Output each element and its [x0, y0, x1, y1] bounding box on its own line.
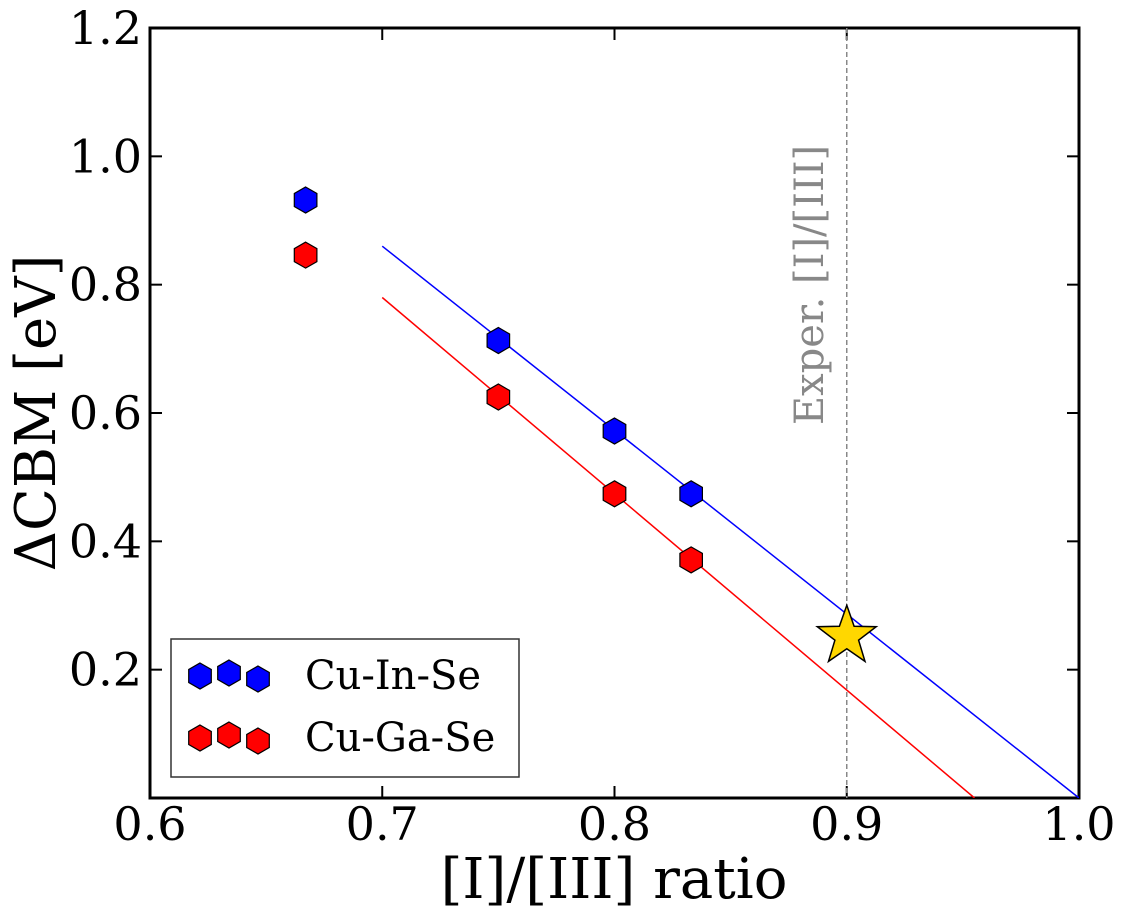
y-tick-label: 0.2	[69, 643, 142, 697]
x-tick-label: 0.8	[578, 797, 651, 851]
legend-marker	[188, 662, 212, 690]
x-tick-label: 0.7	[346, 797, 419, 851]
data-points	[293, 186, 704, 574]
x-tick-label: 0.9	[810, 797, 883, 851]
y-tick-label: 0.8	[69, 258, 142, 312]
legend-marker	[246, 665, 270, 693]
legend-marker	[188, 724, 212, 752]
y-tick-label: 1.0	[69, 129, 142, 183]
fit-line-cu-ga-se	[381, 296, 975, 798]
data-point-cu-ga-se	[486, 383, 511, 411]
legend-label-cu-in-se: Cu-In-Se	[305, 653, 481, 699]
data-point-cu-in-se	[293, 186, 318, 214]
legend-marker	[246, 727, 270, 755]
y-axis: 0.2 0.4 0.6 0.8 1.0 1.2	[69, 1, 1079, 697]
y-axis-title: ΔCBM [eV]	[4, 255, 69, 572]
experimental-star-marker	[815, 603, 879, 664]
legend-markers-cu-ga-se	[188, 721, 270, 755]
data-point-cu-in-se	[602, 417, 627, 445]
legend-marker	[217, 659, 241, 687]
legend-marker	[217, 721, 241, 749]
y-tick-label: 1.2	[69, 1, 142, 55]
y-tick-label: 0.6	[69, 386, 142, 440]
legend-markers-cu-in-se	[188, 659, 270, 693]
data-point-cu-ga-se	[293, 241, 318, 269]
x-tick-label: 0.6	[113, 797, 186, 851]
legend-label-cu-ga-se: Cu-Ga-Se	[305, 715, 495, 761]
x-axis-title: [I]/[III] ratio	[441, 847, 788, 912]
data-point-cu-in-se	[486, 326, 511, 355]
x-axis: 0.6 0.7 0.8 0.9 1.0	[113, 28, 1116, 851]
experimental-ratio-label: Exper. [I]/[III]	[787, 145, 833, 425]
data-point-cu-in-se	[679, 480, 704, 508]
legend: Cu-In-Se Cu-Ga-Se	[170, 638, 520, 778]
x-tick-label: 1.0	[1042, 797, 1115, 851]
data-point-cu-ga-se	[679, 546, 704, 574]
y-tick-label: 0.4	[69, 514, 142, 568]
data-point-cu-ga-se	[602, 480, 627, 508]
